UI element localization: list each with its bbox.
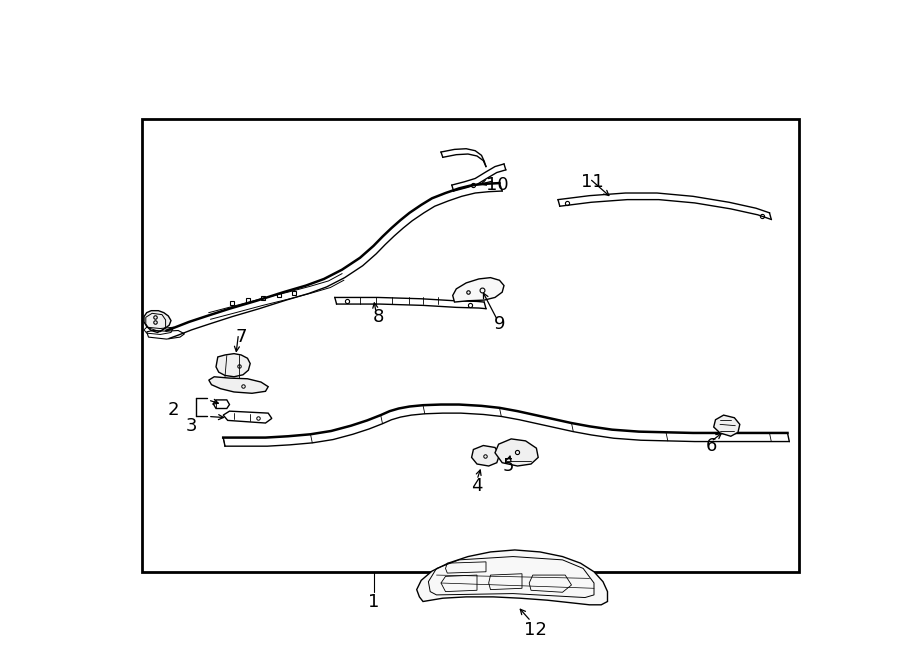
Text: 2: 2 <box>168 401 179 419</box>
Polygon shape <box>144 311 171 332</box>
Polygon shape <box>453 278 504 302</box>
Polygon shape <box>495 439 538 466</box>
Bar <box>142 119 799 572</box>
Polygon shape <box>417 550 608 605</box>
Text: 11: 11 <box>580 173 604 191</box>
Text: 5: 5 <box>503 457 514 475</box>
Polygon shape <box>216 354 250 377</box>
Text: 8: 8 <box>373 308 383 327</box>
Polygon shape <box>209 377 268 393</box>
Text: 12: 12 <box>524 621 547 639</box>
Text: 4: 4 <box>472 477 482 495</box>
Polygon shape <box>714 415 740 436</box>
Text: 3: 3 <box>186 417 197 436</box>
Polygon shape <box>472 446 500 466</box>
Text: 7: 7 <box>236 328 247 346</box>
Text: 10: 10 <box>486 176 509 194</box>
Text: 6: 6 <box>706 437 716 455</box>
Text: 9: 9 <box>494 315 505 333</box>
Text: 1: 1 <box>368 592 379 611</box>
